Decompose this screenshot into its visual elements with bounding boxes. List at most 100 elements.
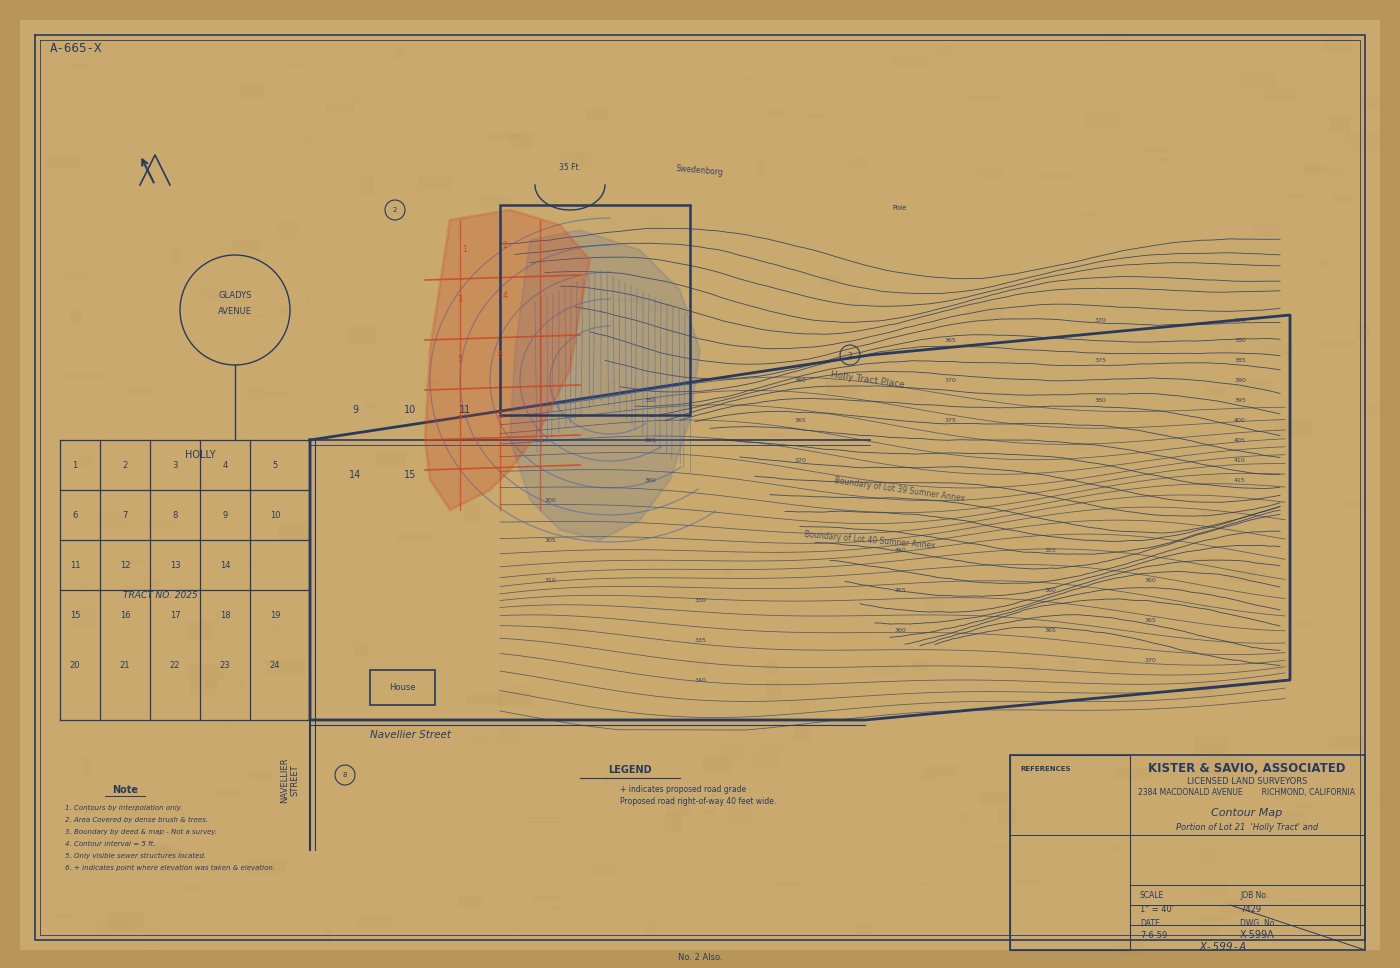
Text: X-599A: X-599A [1240,930,1275,940]
Bar [645,922,662,936]
Bar [60,275,87,282]
Bar [276,307,295,315]
Bar [1112,845,1121,852]
Bar [1361,97,1400,109]
Bar [966,518,1000,532]
Bar [66,373,105,378]
Text: 12: 12 [120,560,130,569]
Bar [256,284,265,288]
Bar [1329,736,1365,748]
Bar [557,622,585,643]
Text: 4: 4 [503,290,507,299]
Bar [902,212,909,215]
Text: 355: 355 [1044,548,1056,553]
Text: REFERENCES: REFERENCES [1021,766,1071,772]
Bar [1197,436,1214,448]
Text: 390: 390 [1233,378,1246,382]
Bar [550,277,568,285]
Bar [1247,560,1268,580]
Bar [724,110,729,114]
Bar [1285,66,1306,84]
Bar [477,732,486,747]
Bar [962,813,967,824]
Bar [1126,139,1131,148]
Text: 365: 365 [944,338,956,343]
Bar [969,96,1000,101]
Text: 22: 22 [169,660,181,670]
Bar [1357,406,1389,414]
Text: HOLLY: HOLLY [185,450,216,460]
Bar [525,451,531,458]
Text: A-665-X: A-665-X [50,42,102,55]
Bar [1123,234,1147,247]
Text: Portion of Lot 21  'Holly Tract' and: Portion of Lot 21 'Holly Tract' and [1176,823,1319,832]
Text: 1: 1 [73,461,77,469]
Bar [1063,651,1077,672]
Text: 9: 9 [351,405,358,415]
Bar [286,63,311,68]
Bar [766,432,784,437]
Bar [914,773,938,781]
Bar [913,660,927,671]
Bar [419,177,452,191]
Text: 15: 15 [403,470,416,480]
Bar [153,864,190,875]
Bar [1309,582,1337,595]
Bar [1009,755,1365,950]
Bar [370,670,435,705]
Bar [1203,511,1235,531]
Bar [1007,732,1025,737]
Bar [45,155,80,167]
Bar [1198,878,1228,897]
Text: 15: 15 [70,611,80,620]
Text: 305: 305 [545,537,556,542]
Bar [507,927,521,932]
Bar [239,681,245,688]
Bar [532,895,557,901]
Text: 2384 MACDONALD AVENUE        RICHMOND, CALIFORNIA: 2384 MACDONALD AVENUE RICHMOND, CALIFORN… [1138,789,1355,798]
Bar [1247,248,1270,268]
Bar [658,408,665,425]
Text: GLADYS: GLADYS [218,290,252,299]
Bar [71,64,88,69]
Text: Contour Map: Contour Map [1211,808,1282,818]
Text: 10: 10 [270,510,280,520]
Bar [718,743,746,761]
Bar [892,509,900,513]
Text: AVENUE: AVENUE [218,308,252,317]
Bar [532,290,545,310]
Bar [147,519,178,529]
Text: 370: 370 [794,458,806,463]
Bar [890,106,927,120]
Bar [729,731,756,735]
Bar [1113,307,1142,318]
Bar [1347,132,1386,150]
Bar [694,656,707,674]
Text: 6: 6 [73,510,77,520]
Bar [357,916,393,929]
Bar [330,441,342,453]
Bar [696,592,721,595]
Text: 4: 4 [223,461,228,469]
Bar [550,616,574,634]
Text: 300: 300 [545,498,556,502]
Text: 3: 3 [458,295,462,305]
Bar [279,523,309,540]
Bar [108,912,146,932]
Bar [1207,756,1242,773]
Text: Note: Note [112,785,139,795]
Text: 1. Contours by interpolation only.: 1. Contours by interpolation only. [64,805,182,811]
Bar [83,758,91,775]
Bar [427,243,433,262]
Bar [326,928,333,944]
Bar [1228,239,1235,254]
Bar [57,323,73,328]
Text: 16: 16 [119,611,130,620]
Text: 370: 370 [1144,657,1156,662]
Bar [1065,211,1099,226]
Bar [189,664,224,680]
Bar [601,440,634,456]
Bar [522,605,546,610]
Bar [790,702,809,711]
Bar [1149,322,1156,335]
